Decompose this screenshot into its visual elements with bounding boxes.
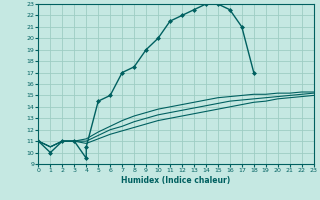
X-axis label: Humidex (Indice chaleur): Humidex (Indice chaleur) (121, 176, 231, 185)
